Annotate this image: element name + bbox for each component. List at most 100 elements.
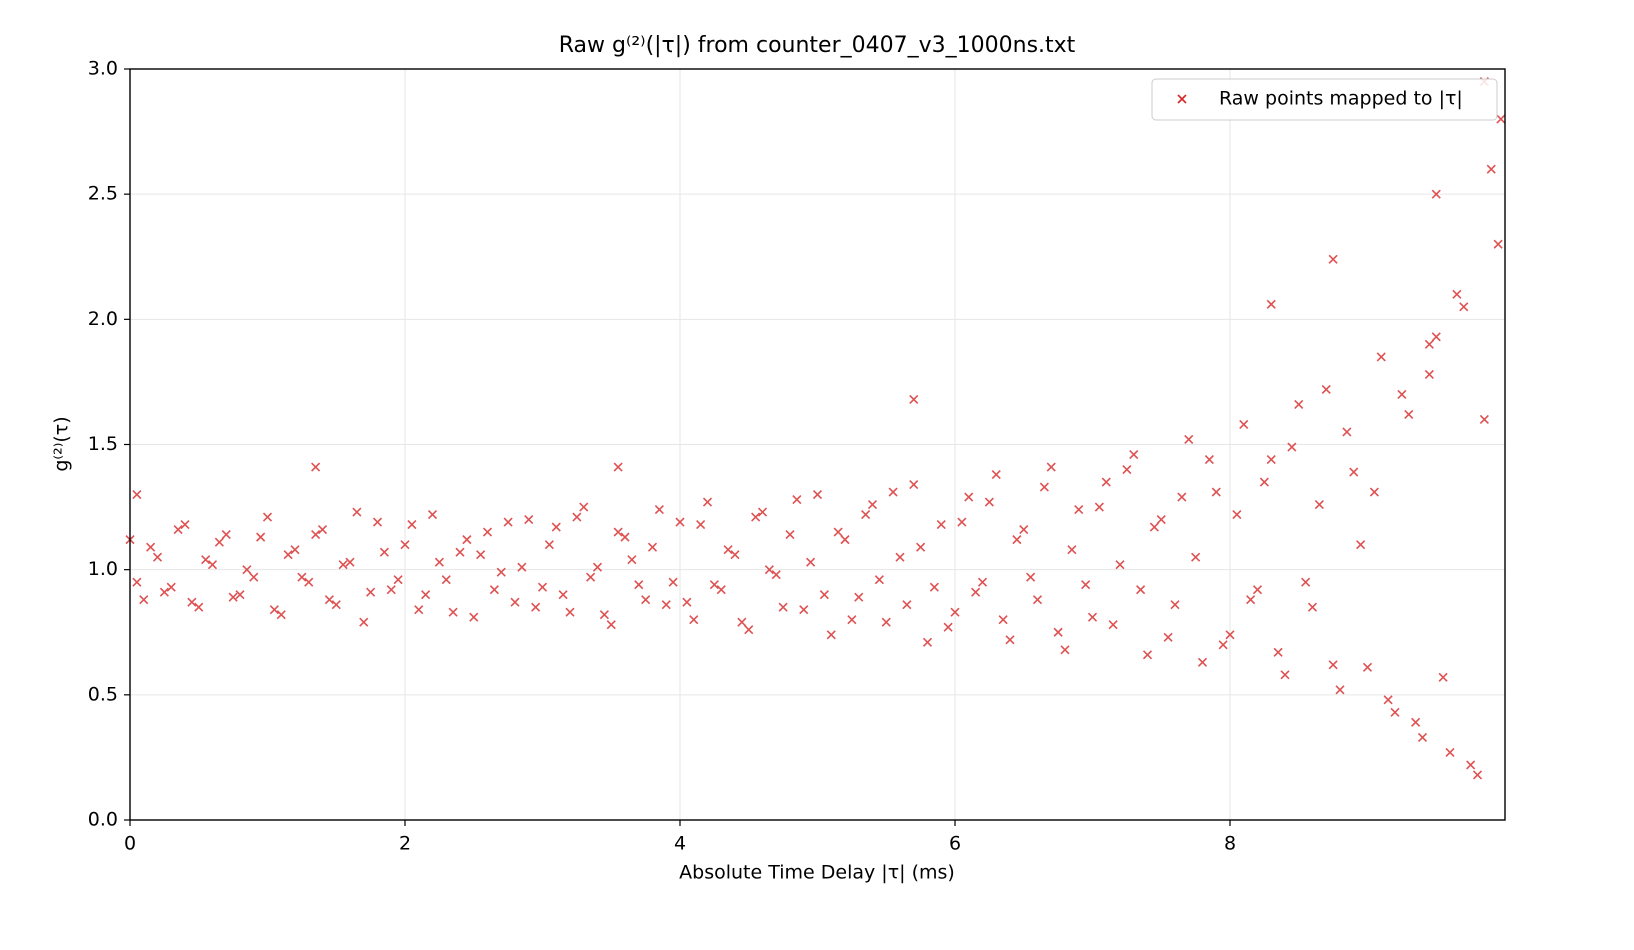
point xyxy=(1404,409,1414,420)
point xyxy=(881,617,891,627)
point xyxy=(730,550,740,560)
point xyxy=(696,520,706,530)
x-tick-label: 4 xyxy=(674,833,686,855)
point xyxy=(1232,510,1242,520)
point xyxy=(1074,505,1084,515)
point xyxy=(778,602,788,612)
point xyxy=(166,582,176,592)
point xyxy=(984,497,994,507)
point xyxy=(929,582,939,592)
point xyxy=(737,617,747,627)
legend-label: Raw points mapped to |τ| xyxy=(1219,88,1463,110)
point xyxy=(503,517,513,527)
point xyxy=(922,637,933,647)
point xyxy=(152,552,163,562)
point xyxy=(627,555,637,565)
point xyxy=(1486,164,1496,174)
point xyxy=(531,602,541,612)
point xyxy=(455,547,465,557)
point xyxy=(1225,630,1235,640)
point xyxy=(675,517,685,527)
point xyxy=(1466,760,1476,770)
y-axis-label: g⁽²⁾(τ) xyxy=(51,416,73,471)
point xyxy=(764,565,774,575)
point xyxy=(592,562,603,572)
point xyxy=(482,527,493,537)
point xyxy=(613,462,623,472)
point xyxy=(489,585,499,595)
point xyxy=(998,615,1008,625)
point xyxy=(187,597,197,607)
point xyxy=(1424,339,1434,349)
point xyxy=(840,535,850,545)
point xyxy=(207,560,218,570)
point xyxy=(1060,645,1070,655)
point xyxy=(1136,585,1146,595)
point xyxy=(833,527,843,537)
point xyxy=(819,590,829,600)
point xyxy=(558,590,568,600)
point xyxy=(792,495,802,505)
point xyxy=(854,592,864,602)
point xyxy=(524,515,534,525)
point xyxy=(867,500,878,510)
x-tick-label: 6 xyxy=(949,833,961,855)
point xyxy=(214,537,224,547)
point xyxy=(297,572,307,582)
point xyxy=(861,510,871,520)
point xyxy=(1287,442,1297,452)
point xyxy=(826,630,836,640)
point xyxy=(311,530,321,540)
point xyxy=(902,600,912,610)
point xyxy=(249,572,259,582)
point xyxy=(572,512,582,522)
point xyxy=(1362,662,1373,672)
point xyxy=(1005,635,1015,645)
point xyxy=(1204,454,1214,465)
point xyxy=(510,597,520,607)
point xyxy=(1101,477,1111,487)
point xyxy=(1239,419,1249,430)
point xyxy=(620,532,630,542)
point xyxy=(1438,672,1448,682)
point xyxy=(668,577,678,587)
point xyxy=(276,610,286,620)
point xyxy=(1046,462,1056,472)
point xyxy=(785,530,795,540)
point xyxy=(551,522,561,532)
point xyxy=(1197,657,1208,667)
point xyxy=(496,567,506,577)
y-tick-label: 0.5 xyxy=(88,683,118,705)
point xyxy=(345,557,355,567)
point xyxy=(379,547,389,557)
point xyxy=(469,612,479,622)
point xyxy=(716,585,726,595)
point xyxy=(1191,552,1201,562)
point xyxy=(971,587,981,597)
point xyxy=(1356,540,1366,550)
point xyxy=(812,490,823,500)
point xyxy=(1266,454,1276,465)
point xyxy=(847,615,857,625)
point xyxy=(427,510,438,520)
point xyxy=(317,525,328,535)
point xyxy=(751,512,761,522)
y-tick-label: 2.0 xyxy=(88,308,118,330)
point xyxy=(1266,299,1276,309)
point xyxy=(1115,560,1125,570)
point xyxy=(1431,189,1441,199)
point xyxy=(324,595,334,605)
point xyxy=(1314,500,1324,510)
point xyxy=(682,597,692,607)
point xyxy=(1087,612,1098,622)
point xyxy=(916,542,926,552)
point xyxy=(1218,640,1228,650)
point xyxy=(132,490,142,500)
point xyxy=(1081,580,1091,590)
point xyxy=(1459,302,1469,312)
point xyxy=(407,520,417,530)
point xyxy=(1156,515,1166,525)
point xyxy=(352,507,362,517)
